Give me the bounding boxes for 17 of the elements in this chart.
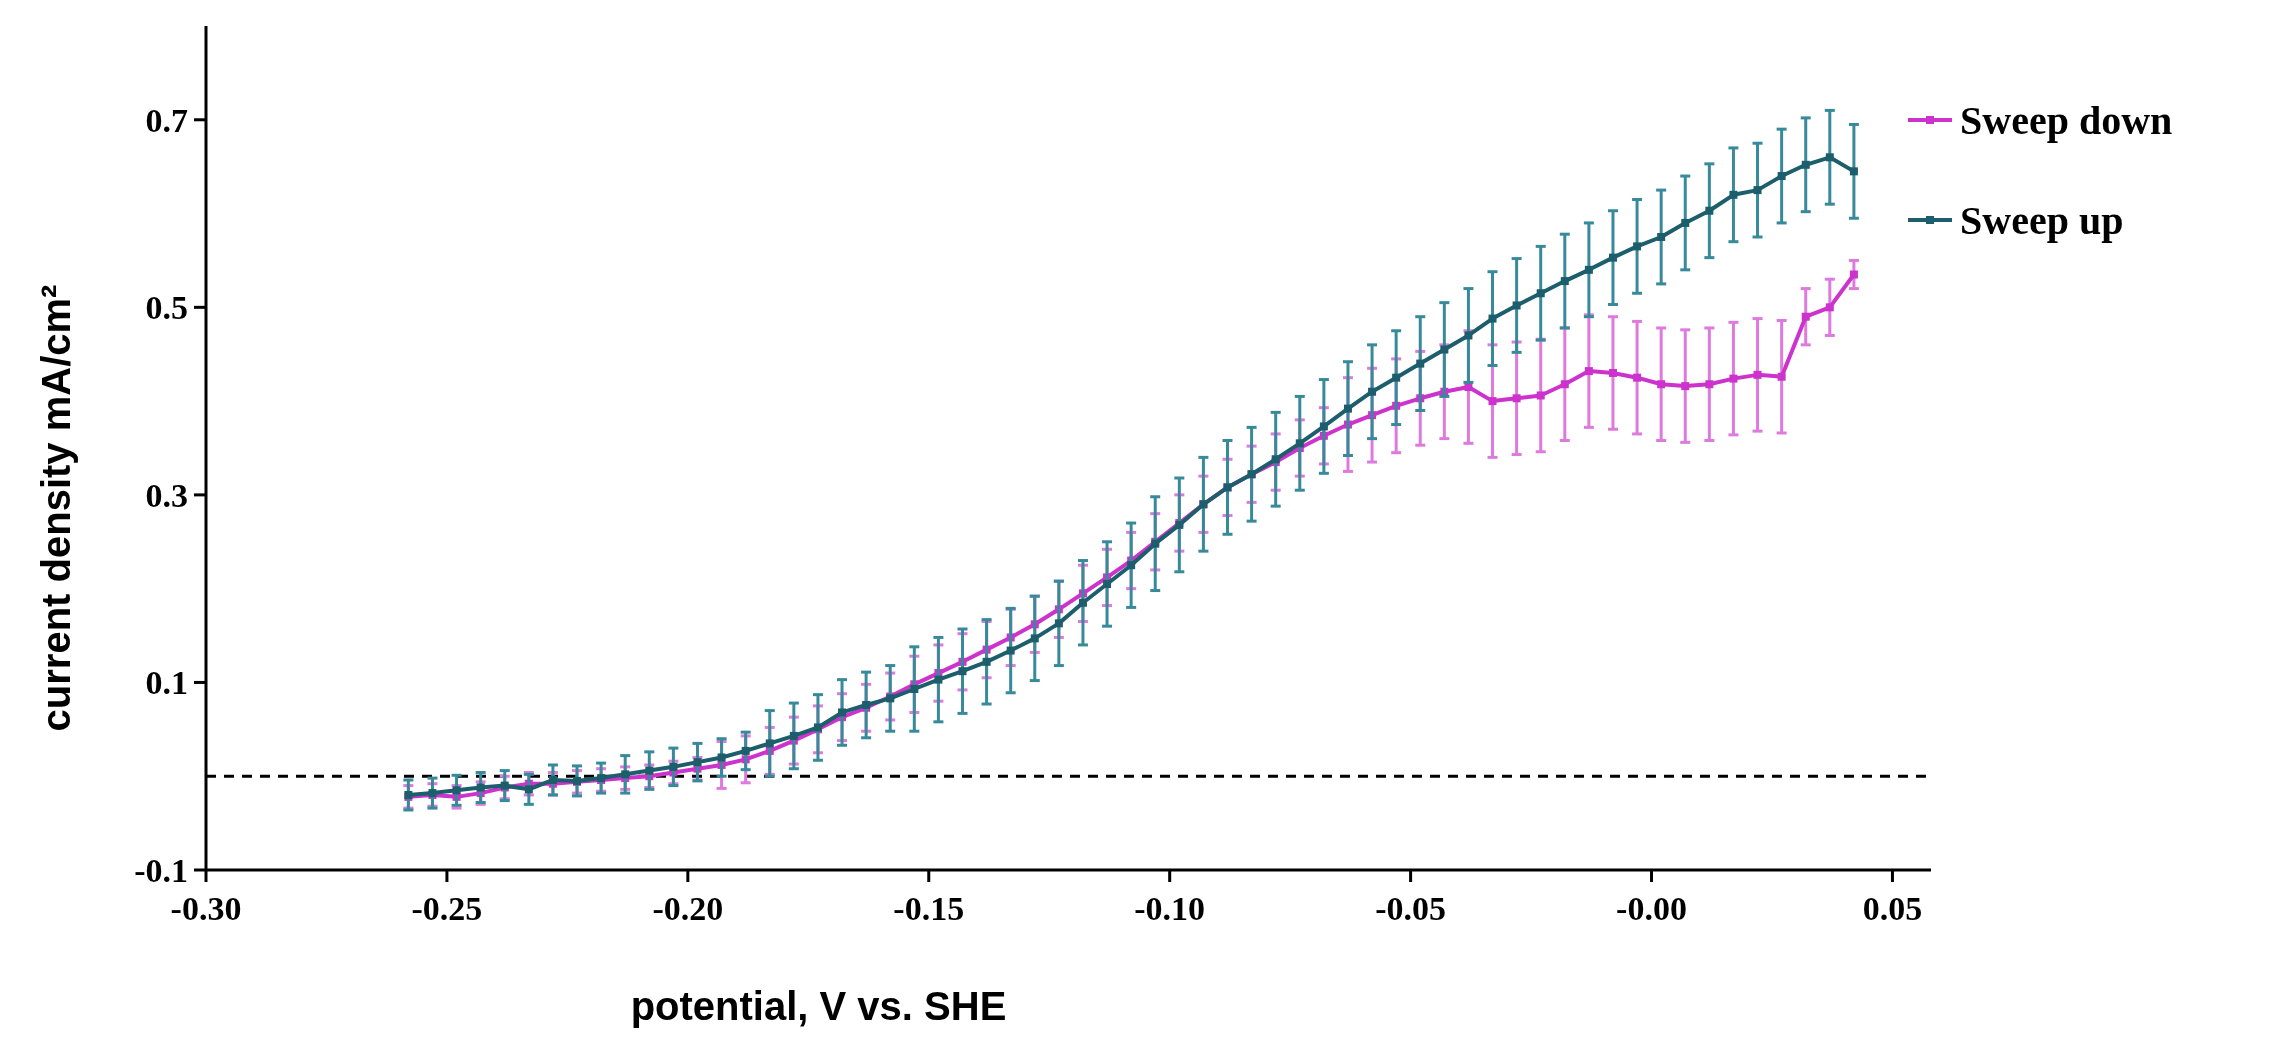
legend-label: Sweep up: [1960, 198, 2124, 243]
x-axis-title: potential, V vs. SHE: [630, 984, 1007, 1028]
x-tick-label: -0.00: [1616, 890, 1687, 927]
x-tick-label: -0.05: [1375, 890, 1447, 927]
y-tick-label: 0.3: [145, 476, 188, 514]
x-tick-label: -0.20: [652, 890, 724, 927]
x-tick-label: -0.15: [893, 890, 965, 927]
y-tick-label: 0.5: [145, 289, 188, 327]
y-tick-label: 0.7: [145, 101, 188, 139]
x-tick-label: -0.25: [411, 890, 483, 927]
y-tick-label: 0.1: [145, 664, 188, 702]
x-tick-label: -0.30: [170, 890, 242, 927]
y-axis-title: current density mA/cm²: [34, 284, 78, 732]
x-tick-label: 0.05: [1862, 890, 1923, 927]
y-tick-label: -0.1: [134, 851, 188, 889]
x-tick-label: -0.10: [1134, 890, 1206, 927]
legend-label: Sweep down: [1960, 98, 2173, 143]
